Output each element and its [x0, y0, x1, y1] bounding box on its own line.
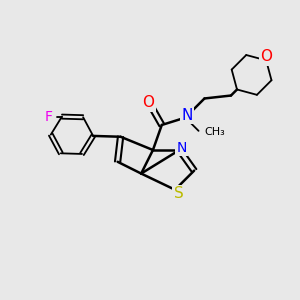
Text: N: N [182, 108, 193, 123]
Text: O: O [260, 49, 272, 64]
Text: O: O [142, 95, 154, 110]
Text: N: N [176, 141, 187, 155]
Text: F: F [44, 110, 52, 124]
Text: S: S [174, 186, 183, 201]
Text: CH₃: CH₃ [204, 127, 225, 137]
